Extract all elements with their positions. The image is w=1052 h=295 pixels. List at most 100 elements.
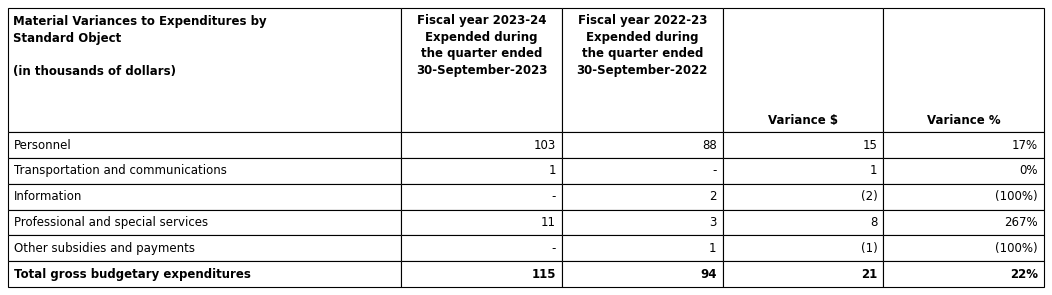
Text: Transportation and communications: Transportation and communications — [14, 164, 227, 177]
Text: Total gross budgetary expenditures: Total gross budgetary expenditures — [14, 268, 250, 281]
Text: Variance %: Variance % — [927, 114, 1000, 127]
Bar — [401, 261, 562, 287]
Bar — [562, 210, 723, 235]
Text: -: - — [712, 164, 716, 177]
Bar — [884, 184, 1044, 210]
Text: 1: 1 — [870, 164, 877, 177]
Bar — [723, 8, 884, 132]
Bar — [8, 261, 401, 287]
Text: 0%: 0% — [1019, 164, 1038, 177]
Text: 3: 3 — [709, 216, 716, 229]
Bar — [884, 184, 1044, 210]
Bar — [8, 210, 401, 235]
Bar — [401, 8, 562, 132]
Text: 94: 94 — [701, 268, 716, 281]
Bar — [884, 261, 1044, 287]
Bar — [723, 261, 884, 287]
Bar — [562, 132, 723, 158]
Text: (1): (1) — [861, 242, 877, 255]
Bar — [723, 184, 884, 210]
Bar — [401, 184, 562, 210]
Bar — [562, 210, 723, 235]
Bar — [8, 132, 401, 158]
Text: 11: 11 — [541, 216, 555, 229]
Text: Fiscal year 2022-23
Expended during
the quarter ended
30-September-2022: Fiscal year 2022-23 Expended during the … — [576, 14, 708, 77]
Bar — [884, 8, 1044, 132]
Bar — [401, 235, 562, 261]
Bar — [723, 184, 884, 210]
Text: 2: 2 — [709, 190, 716, 203]
Bar — [562, 235, 723, 261]
Bar — [562, 261, 723, 287]
Text: (100%): (100%) — [995, 190, 1038, 203]
Bar — [723, 210, 884, 235]
Bar — [884, 235, 1044, 261]
Bar — [401, 210, 562, 235]
Bar — [8, 132, 401, 158]
Text: 8: 8 — [870, 216, 877, 229]
Bar — [8, 158, 401, 184]
Text: Information: Information — [14, 190, 82, 203]
Bar — [562, 8, 723, 132]
Bar — [884, 132, 1044, 158]
Bar — [401, 132, 562, 158]
Bar — [401, 132, 562, 158]
Bar — [8, 158, 401, 184]
Text: 1: 1 — [709, 242, 716, 255]
Bar — [401, 158, 562, 184]
Bar — [723, 132, 884, 158]
Bar — [723, 235, 884, 261]
Text: (100%): (100%) — [995, 242, 1038, 255]
Bar — [884, 158, 1044, 184]
Bar — [401, 261, 562, 287]
Text: 22%: 22% — [1010, 268, 1038, 281]
Bar — [401, 210, 562, 235]
Bar — [401, 158, 562, 184]
Bar — [562, 235, 723, 261]
Text: Professional and special services: Professional and special services — [14, 216, 208, 229]
Text: Material Variances to Expenditures by
Standard Object

(in thousands of dollars): Material Variances to Expenditures by St… — [13, 15, 266, 78]
Bar — [8, 210, 401, 235]
Text: (2): (2) — [861, 190, 877, 203]
Text: Variance $: Variance $ — [768, 114, 838, 127]
Bar — [8, 261, 401, 287]
Text: 115: 115 — [531, 268, 555, 281]
Text: Other subsidies and payments: Other subsidies and payments — [14, 242, 195, 255]
Bar — [562, 261, 723, 287]
Bar — [562, 158, 723, 184]
Text: 88: 88 — [702, 139, 716, 152]
Bar — [562, 158, 723, 184]
Bar — [562, 184, 723, 210]
Bar — [723, 132, 884, 158]
Bar — [8, 8, 401, 132]
Text: 15: 15 — [863, 139, 877, 152]
Bar — [723, 210, 884, 235]
Text: 103: 103 — [533, 139, 555, 152]
Bar — [562, 8, 723, 132]
Bar — [884, 158, 1044, 184]
Bar — [723, 8, 884, 132]
Bar — [723, 261, 884, 287]
Text: 1: 1 — [548, 164, 555, 177]
Bar — [8, 184, 401, 210]
Bar — [8, 235, 401, 261]
Bar — [723, 158, 884, 184]
Bar — [723, 158, 884, 184]
Bar — [8, 8, 401, 132]
Bar — [884, 210, 1044, 235]
Text: -: - — [551, 190, 555, 203]
Bar — [562, 132, 723, 158]
Bar — [8, 184, 401, 210]
Bar — [884, 261, 1044, 287]
Bar — [723, 235, 884, 261]
Text: 17%: 17% — [1012, 139, 1038, 152]
Text: -: - — [551, 242, 555, 255]
Bar — [884, 210, 1044, 235]
Text: Personnel: Personnel — [14, 139, 72, 152]
Bar — [401, 8, 562, 132]
Text: 267%: 267% — [1005, 216, 1038, 229]
Bar — [884, 235, 1044, 261]
Bar — [562, 184, 723, 210]
Bar — [401, 235, 562, 261]
Bar — [884, 8, 1044, 132]
